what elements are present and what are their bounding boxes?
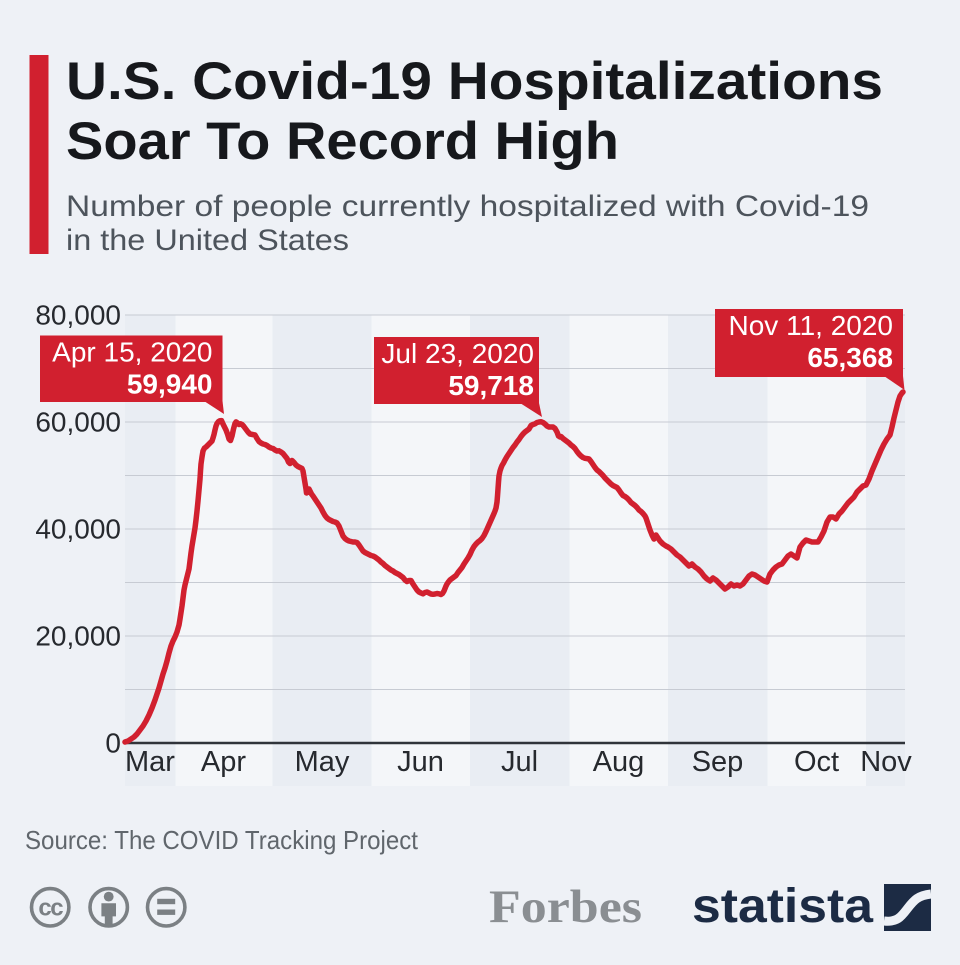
svg-text:cc: cc — [38, 895, 63, 922]
svg-text:Mar: Mar — [125, 746, 175, 778]
svg-text:Sep: Sep — [692, 746, 744, 778]
svg-text:Jul 23, 2020: Jul 23, 2020 — [381, 338, 534, 369]
svg-text:59,718: 59,718 — [448, 370, 534, 401]
svg-text:U.S. Covid-19 Hospitalizations: U.S. Covid-19 Hospitalizations — [66, 52, 883, 111]
svg-text:20,000: 20,000 — [35, 621, 121, 652]
svg-text:Source: The COVID Tracking Pro: Source: The COVID Tracking Project — [25, 825, 419, 855]
svg-text:80,000: 80,000 — [35, 300, 121, 331]
svg-text:0: 0 — [105, 728, 121, 759]
svg-text:Apr: Apr — [201, 746, 246, 778]
svg-text:Jul: Jul — [501, 746, 538, 778]
svg-text:Apr 15, 2020: Apr 15, 2020 — [52, 337, 212, 368]
svg-text:Forbes: Forbes — [489, 882, 642, 933]
svg-text:May: May — [295, 746, 350, 778]
svg-text:60,000: 60,000 — [35, 407, 121, 438]
svg-text:in the United States: in the United States — [66, 224, 349, 257]
svg-text:Number of people currently hos: Number of people currently hospitalized … — [66, 190, 869, 223]
svg-text:Aug: Aug — [593, 746, 645, 778]
svg-text:Nov 11, 2020: Nov 11, 2020 — [729, 310, 894, 341]
svg-text:Nov: Nov — [860, 746, 912, 778]
svg-text:65,368: 65,368 — [807, 342, 893, 373]
svg-text:Jun: Jun — [397, 746, 444, 778]
svg-text:statista: statista — [692, 880, 873, 933]
svg-text:Oct: Oct — [794, 746, 839, 778]
svg-text:Soar To Record High: Soar To Record High — [66, 112, 619, 171]
svg-text:40,000: 40,000 — [35, 514, 121, 545]
svg-text:59,940: 59,940 — [127, 369, 213, 400]
